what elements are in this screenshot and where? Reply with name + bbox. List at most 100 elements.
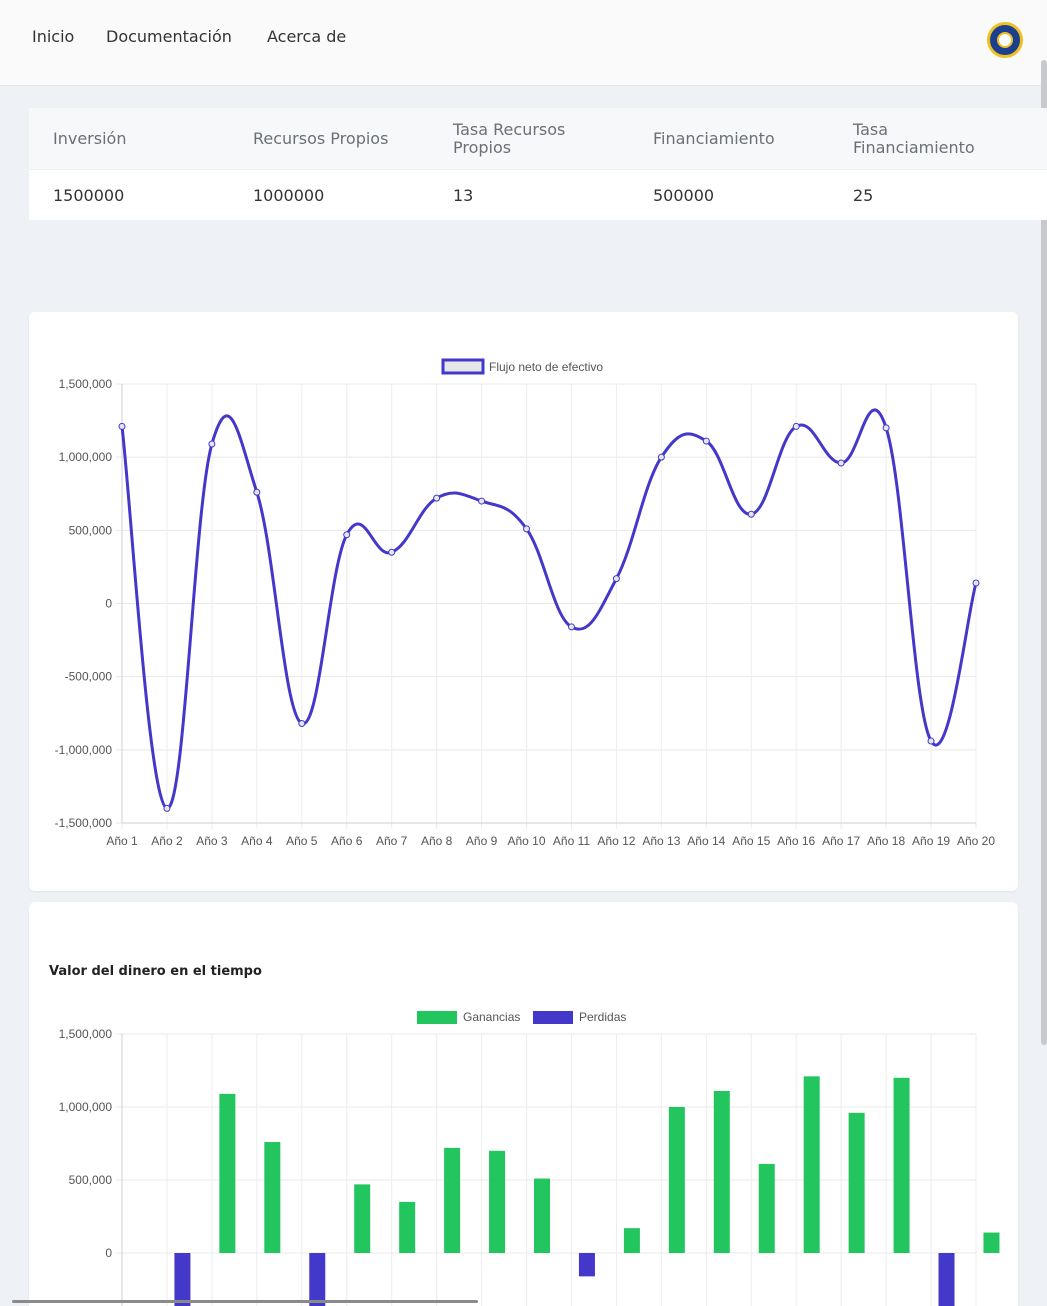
x-tick-label: Año 15 — [732, 834, 770, 848]
cash-flow-chart-card: 1,500,000 1,000,000 500,000 0 -500,000 -1,000… — [29, 312, 1018, 891]
header-recursos-propios: Recursos Propios — [253, 129, 389, 148]
data-point — [388, 548, 396, 556]
bar-ganancias — [444, 1147, 461, 1253]
y-tick-label: 0 — [105, 597, 112, 611]
x-tick-label: Año 14 — [687, 834, 725, 848]
bar-ganancias — [758, 1163, 775, 1253]
legend-swatch — [441, 358, 485, 375]
y-tick-label: 0 — [105, 1246, 112, 1260]
bar-ganancias — [713, 1090, 730, 1253]
bar-ganancias — [219, 1093, 236, 1253]
bar-ganancias — [803, 1076, 820, 1253]
nav-link-inicio[interactable]: Inicio — [32, 27, 75, 46]
series-line — [120, 408, 978, 810]
money-value-bar-chart: 1,500,000 1,000,000 500,000 0 Ganancias Perdi… — [59, 1010, 1000, 1306]
y-tick-label: -500,000 — [65, 670, 113, 684]
x-tick-label: Año 3 — [196, 834, 228, 848]
bar-ganancias — [893, 1077, 910, 1253]
data-point — [433, 494, 441, 502]
data-point — [118, 422, 126, 430]
data-point — [882, 424, 890, 432]
x-tick-label: Año 9 — [466, 834, 498, 848]
nav-link-documentacion[interactable]: Documentación — [106, 27, 232, 46]
data-point — [972, 579, 980, 587]
legend-label-ganancias: Ganancias — [463, 1010, 520, 1024]
y-tick-label: 500,000 — [69, 1173, 113, 1187]
bar-ganancias — [354, 1184, 371, 1253]
data-point — [612, 575, 620, 583]
cash-flow-line-chart: 1,500,000 1,000,000 500,000 0 -500,000 -1,000… — [55, 358, 995, 848]
top-navbar: Inicio Documentación Acerca de — [0, 0, 1047, 86]
header-inversion: Inversión — [53, 129, 127, 148]
x-tick-label: Año 18 — [867, 834, 905, 848]
university-logo-icon[interactable] — [987, 22, 1023, 58]
bar-perdidas — [578, 1253, 595, 1277]
y-tick-label: 1,500,000 — [59, 1027, 113, 1041]
vertical-scrollbar[interactable] — [1041, 60, 1047, 1045]
header-financiamiento: Financiamiento — [653, 129, 775, 148]
bar-ganancias — [983, 1232, 1000, 1253]
money-value-chart-card: Valor del dinero en el tiempo 1,500,000 1… — [29, 902, 1018, 1306]
table-header: Inversión Recursos Propios Tasa Recursos… — [29, 108, 1047, 170]
data-point — [208, 440, 216, 448]
data-point — [837, 459, 845, 467]
cell-tasa-recursos-propios: 13 — [453, 186, 474, 205]
bar-ganancias — [848, 1112, 865, 1253]
chart-title: Valor del dinero en el tiempo — [49, 964, 262, 979]
bar-ganancias — [489, 1150, 506, 1253]
x-tick-label: Año 7 — [376, 834, 408, 848]
x-tick-label: Año 11 — [553, 834, 590, 848]
cell-recursos-propios: 1000000 — [253, 186, 325, 205]
bar-ganancias — [623, 1228, 640, 1253]
legend-swatch-perdidas — [533, 1011, 573, 1024]
horizontal-scrollbar[interactable] — [12, 1300, 478, 1303]
legend[interactable]: Flujo neto de efectivo — [441, 358, 603, 375]
legend-label: Flujo neto de efectivo — [489, 360, 603, 374]
x-tick-label: Año 19 — [912, 834, 950, 848]
data-point — [478, 497, 486, 505]
y-tick-label: 1,000,000 — [59, 1100, 113, 1114]
bar-ganancias — [264, 1142, 281, 1253]
cell-tasa-financiamiento: 25 — [853, 186, 874, 205]
legend-swatch-ganancias — [417, 1011, 457, 1024]
bar-ganancias — [668, 1107, 685, 1253]
data-point — [657, 453, 665, 461]
x-tick-label: Año 8 — [421, 834, 453, 848]
x-tick-label: Año 1 — [106, 834, 138, 848]
data-point — [298, 719, 306, 727]
x-tick-label: Año 16 — [777, 834, 815, 848]
data-point — [747, 510, 755, 518]
header-tasa-financiamiento: Tasa Financiamiento — [853, 120, 975, 157]
y-tick-label: -1,000,000 — [55, 743, 113, 757]
x-tick-label: Año 10 — [508, 834, 546, 848]
bar-perdidas — [938, 1253, 955, 1306]
x-tick-label: Año 13 — [642, 834, 680, 848]
bar-perdidas — [309, 1253, 326, 1306]
legend-label-perdidas: Perdidas — [579, 1010, 626, 1024]
header-tasa-recursos-propios: Tasa Recursos Propios — [453, 120, 566, 157]
x-tick-label: Año 12 — [597, 834, 635, 848]
summary-table: Inversión Recursos Propios Tasa Recursos… — [29, 108, 1047, 220]
data-point — [927, 737, 935, 745]
data-point — [253, 488, 261, 496]
y-tick-label: 1,500,000 — [59, 377, 113, 391]
legend[interactable]: Ganancias Perdidas — [417, 1010, 626, 1024]
bar-ganancias — [534, 1178, 550, 1253]
data-point — [792, 422, 800, 430]
data-point — [163, 804, 171, 812]
x-tick-label: Año 6 — [331, 834, 363, 848]
y-tick-label: -1,500,000 — [55, 816, 113, 830]
bar-perdidas — [174, 1253, 191, 1306]
x-tick-label: Año 5 — [286, 834, 318, 848]
cell-inversion: 1500000 — [53, 186, 125, 205]
nav-link-acerca-de[interactable]: Acerca de — [267, 27, 347, 46]
x-tick-label: Año 20 — [957, 834, 995, 848]
data-point — [702, 437, 710, 445]
data-point — [523, 525, 531, 533]
x-tick-label: Año 17 — [822, 834, 860, 848]
x-tick-label: Año 4 — [241, 834, 273, 848]
y-tick-label: 500,000 — [69, 523, 113, 537]
cell-financiamiento: 500000 — [653, 186, 715, 205]
data-point — [343, 531, 351, 539]
y-tick-label: 1,000,000 — [59, 450, 113, 464]
